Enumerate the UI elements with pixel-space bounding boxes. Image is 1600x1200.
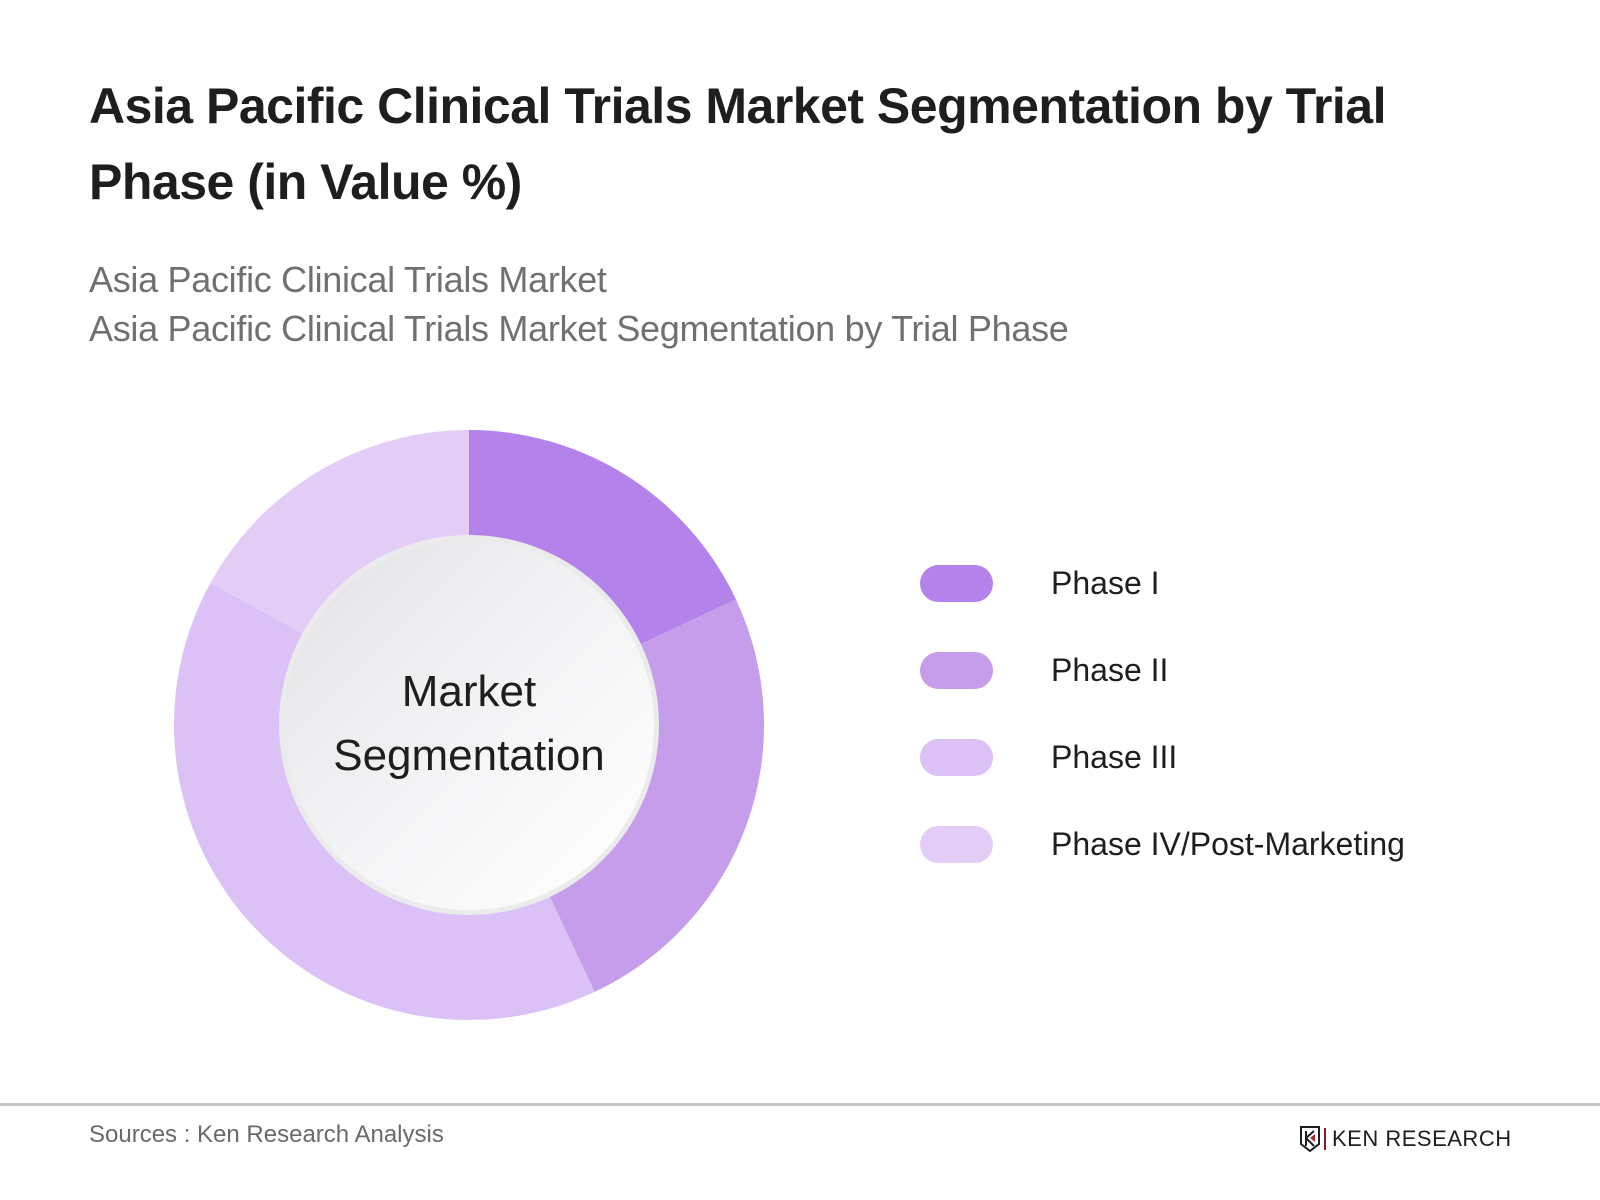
subtitle-line-1: Asia Pacific Clinical Trials Market	[89, 259, 607, 300]
legend-swatch	[920, 652, 993, 689]
legend-item-phase-3: Phase III	[920, 739, 1520, 777]
legend-swatch	[920, 565, 993, 602]
legend-item-phase-4: Phase IV/Post-Marketing	[920, 826, 1520, 864]
chart-title: Asia Pacific Clinical Trials Market Segm…	[89, 78, 1387, 210]
center-label-line-2: Segmentation	[333, 731, 605, 780]
subtitle-line-2: Asia Pacific Clinical Trials Market Segm…	[89, 308, 1069, 349]
subtitle: Asia Pacific Clinical Trials Market Asia…	[89, 255, 1069, 353]
legend-label: Phase I	[1051, 565, 1160, 601]
donut-hole	[284, 540, 654, 910]
logo-separator	[1324, 1128, 1326, 1150]
legend-item-phase-1: Phase I	[920, 565, 1520, 603]
legend-swatch	[920, 826, 993, 863]
ken-research-logo: KEN RESEARCH	[1300, 1124, 1512, 1154]
footer-divider	[0, 1103, 1600, 1106]
legend-label: Phase III	[1051, 739, 1178, 775]
legend-swatch	[920, 739, 993, 776]
legend-label: Phase IV/Post-Marketing	[1051, 826, 1405, 862]
center-label: Market Segmentation	[319, 660, 619, 788]
center-label-line-1: Market	[401, 667, 537, 716]
sources-note: Sources : Ken Research Analysis	[89, 1121, 444, 1148]
legend-label: Phase II	[1051, 652, 1169, 688]
ken-research-shield-icon	[1300, 1126, 1320, 1152]
logo-text: KEN RESEARCH	[1332, 1126, 1512, 1151]
legend-item-phase-2: Phase II	[920, 652, 1520, 690]
